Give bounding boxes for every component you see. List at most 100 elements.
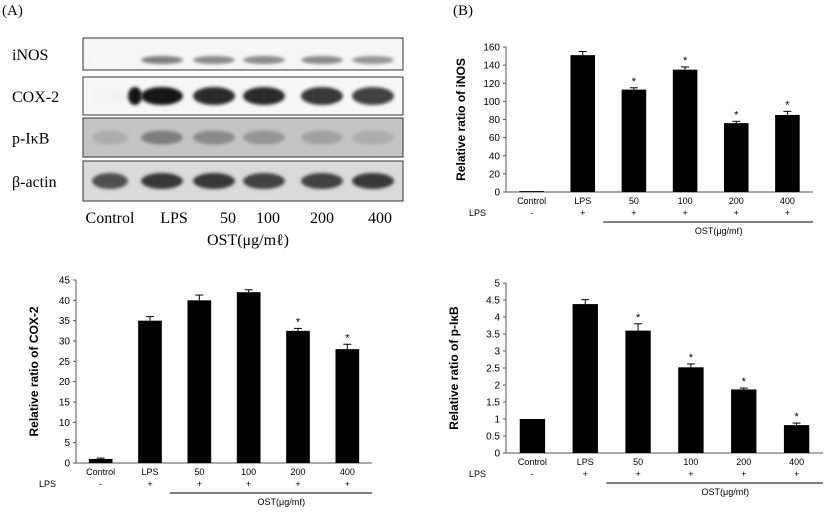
lps-sign: +	[682, 208, 687, 218]
x-tick-label: 50	[633, 457, 643, 467]
y-tick-label: 25	[59, 357, 71, 368]
y-tick-label: 120	[483, 79, 500, 90]
bar	[187, 300, 212, 463]
y-tick-label: 140	[483, 61, 500, 72]
y-tick-label: 2	[494, 381, 500, 392]
significance-mark: *	[734, 109, 739, 121]
blot-ost-label: OST(μg/mℓ)	[207, 232, 289, 249]
blot-band	[352, 173, 394, 189]
x-tick-label: 200	[729, 196, 744, 206]
blot-band	[92, 173, 128, 189]
y-tick-label: 40	[489, 151, 501, 162]
y-tick-label: 1	[494, 415, 500, 426]
blot-row-label: p-IκB	[12, 131, 49, 148]
blot-row-box	[82, 37, 404, 71]
ost-group-label: OST(μg/mℓ)	[702, 487, 750, 497]
lps-sign: +	[741, 469, 746, 479]
bar	[723, 123, 749, 192]
y-tick-label: 4	[494, 313, 500, 324]
x-tick-label: 400	[340, 467, 355, 477]
bar	[138, 320, 162, 463]
blot-row-label: iNOS	[12, 47, 48, 64]
lps-sign: +	[794, 469, 799, 479]
panel-label-b: (B)	[453, 3, 473, 19]
blot-band	[243, 130, 285, 145]
bar	[88, 458, 113, 463]
y-tick-label: 100	[483, 97, 500, 108]
bar	[286, 330, 310, 463]
y-tick-label: 160	[483, 43, 500, 54]
bar	[678, 367, 704, 453]
blot-band	[352, 56, 394, 64]
blot-band	[301, 173, 343, 189]
chart-inos: 0 20 40 60 80 100 120 140 160 Relative ratio of i…	[454, 43, 813, 236]
blot-band	[141, 130, 183, 145]
lps-sign: +	[635, 469, 640, 479]
bar	[731, 389, 757, 453]
y-tick-label: 20	[59, 377, 71, 388]
x-tick-label: 400	[780, 196, 795, 206]
y-tick-label: 15	[59, 398, 71, 409]
y-tick-label: 35	[59, 316, 71, 327]
lps-sign: +	[246, 479, 251, 489]
y-tick-label: 3	[494, 347, 500, 358]
x-tick-label: 400	[789, 457, 804, 467]
blot-band	[352, 87, 394, 105]
y-tick-label: 60	[489, 133, 501, 144]
bar	[783, 425, 810, 453]
significance-mark: *	[296, 316, 301, 328]
blot-band	[141, 56, 183, 64]
x-tick-label: 200	[736, 457, 751, 467]
bar	[672, 69, 698, 192]
y-axis-label: Relative ratio of p-IκB	[447, 306, 461, 430]
x-tick-label: 100	[678, 196, 693, 206]
blot-band	[243, 87, 285, 105]
bar	[621, 89, 647, 192]
blot-row-label: COX-2	[12, 89, 59, 106]
significance-mark: *	[683, 55, 688, 67]
x-tick-label: 50	[629, 196, 639, 206]
y-axis-label: Relative ratio of iNOS	[454, 58, 468, 181]
y-tick-label: 40	[59, 296, 71, 307]
blot-band	[193, 87, 235, 105]
x-tick-label: 100	[241, 467, 256, 477]
panel-label-a: (A)	[2, 3, 23, 19]
chart-pikb: 0 0.5 1 1.5 2 2.5 3 3.5 4 4.5 5 Relative ratio of p…	[447, 279, 823, 497]
lps-sign: +	[580, 208, 585, 218]
x-tick-label: Control	[517, 196, 546, 206]
y-tick-label: 10	[59, 418, 71, 429]
bar	[236, 292, 261, 463]
western-blot: iNOS COX-2 p-IκB β-actin Control LPS 50 100 200 4…	[12, 37, 404, 249]
blot-lane-label: 100	[256, 210, 280, 227]
lps-row-label: LPS	[469, 208, 486, 218]
y-tick-label: 5	[64, 438, 70, 449]
blot-band	[243, 173, 285, 189]
x-tick-label: 200	[290, 467, 305, 477]
x-tick-label: Control	[518, 457, 547, 467]
bar	[572, 304, 598, 453]
bar	[775, 114, 800, 192]
ost-group-label: OST(μg/mℓ)	[258, 497, 306, 507]
blot-band	[141, 173, 183, 189]
lps-sign: -	[99, 479, 102, 489]
y-tick-label: 0	[494, 449, 500, 460]
significance-mark: *	[742, 376, 747, 388]
lps-sign: +	[734, 208, 739, 218]
bar	[335, 349, 360, 463]
blot-band	[92, 130, 128, 145]
x-tick-label: 50	[194, 467, 204, 477]
significance-mark: *	[345, 332, 350, 344]
significance-mark: *	[636, 312, 641, 324]
blot-band	[301, 56, 343, 64]
blot-lane-label: 50	[220, 210, 236, 227]
lps-sign: +	[147, 479, 152, 489]
y-tick-label: 20	[489, 169, 501, 180]
lps-sign: -	[530, 208, 533, 218]
blot-lane-label: LPS	[160, 210, 188, 227]
y-tick-label: 45	[59, 276, 71, 287]
significance-mark: *	[785, 99, 790, 111]
y-tick-label: 80	[489, 115, 501, 126]
blot-lane-label: Control	[86, 210, 135, 227]
blot-band	[352, 130, 394, 145]
x-tick-label: LPS	[141, 467, 158, 477]
